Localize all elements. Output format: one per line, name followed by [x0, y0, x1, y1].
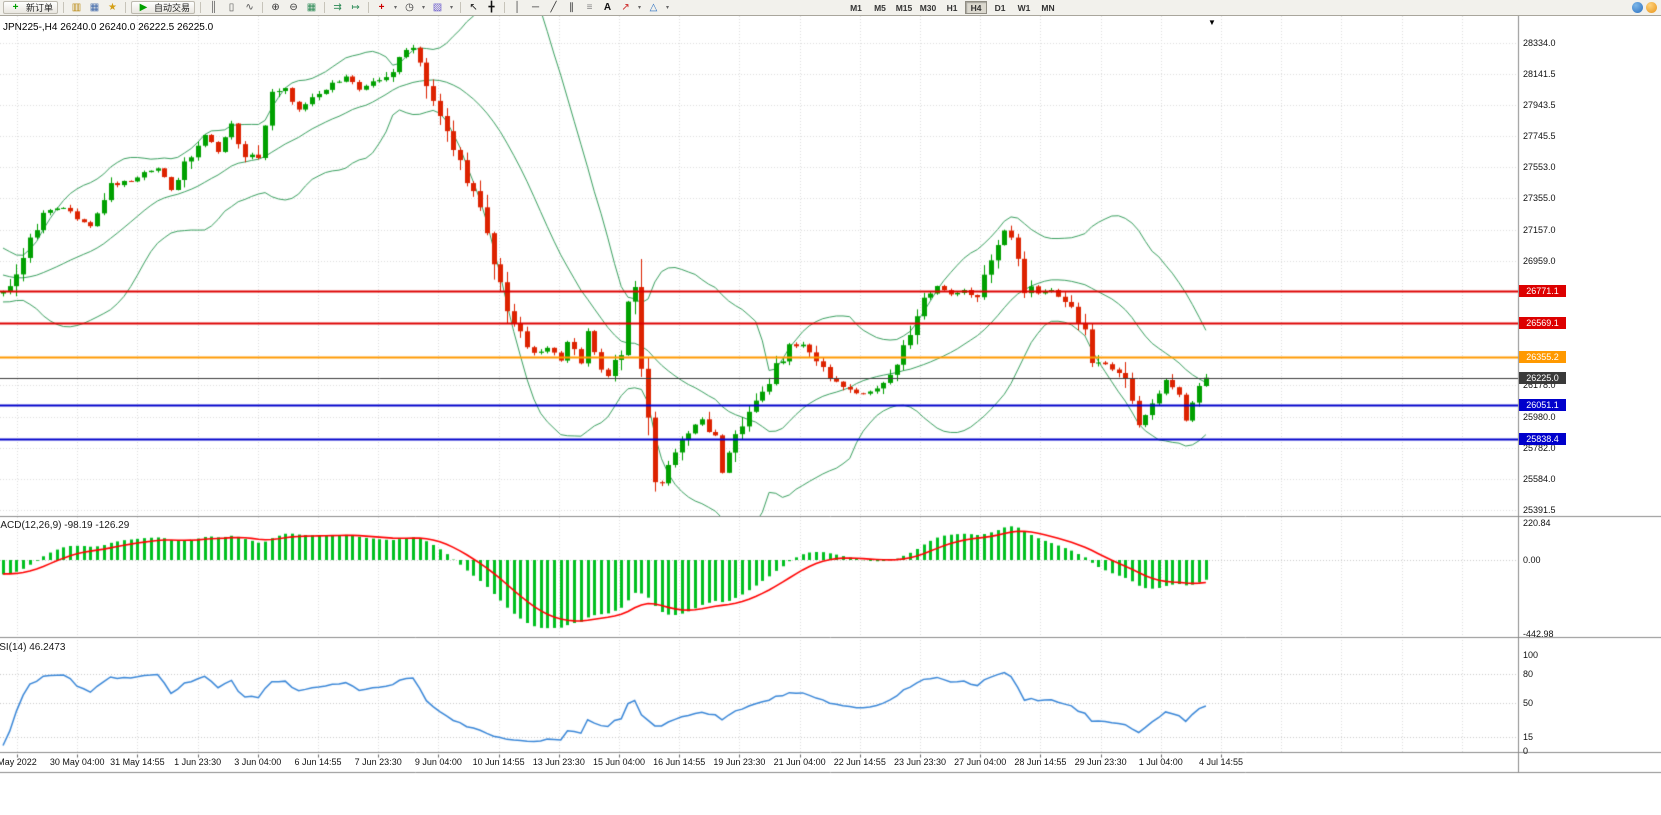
cursor-icon[interactable]: ↖: [469, 2, 478, 13]
shapes-icon[interactable]: △: [649, 2, 658, 13]
autotrading-play-icon: ▶: [139, 2, 148, 13]
indicators-caret-icon[interactable]: ▾: [394, 5, 398, 11]
arrows-icon[interactable]: ↗: [621, 2, 630, 13]
toolbar-separator: [460, 2, 462, 13]
arrows-caret-icon[interactable]: ▾: [638, 5, 642, 11]
new-order-label: 新订单: [26, 3, 54, 13]
zoom-out-icon[interactable]: ⊖: [289, 2, 298, 13]
timeframe-button-m15[interactable]: M15: [895, 3, 913, 13]
pane-separator[interactable]: [0, 636, 1661, 640]
toolbar-right-icons: [1632, 2, 1657, 13]
timeframe-button-d1[interactable]: D1: [994, 3, 1006, 13]
channel-icon[interactable]: ∥: [569, 2, 575, 13]
community-icon[interactable]: [1632, 2, 1643, 13]
periods-caret-icon[interactable]: ▾: [422, 5, 426, 11]
trendline-icon[interactable]: ╱: [550, 2, 557, 13]
timeframe-toolbar: M1 M5 M15 M30 H1 H4 D1 W1 MN: [845, 1, 1059, 14]
new-order-icon: +: [12, 2, 19, 13]
horizontal-line-icon[interactable]: ─: [531, 2, 540, 13]
toolbar: + 新订单 ▥ ▦ ★ ▶ 自动交易 ║ ▯ ∿ ⊕ ⊖ ▦ ⇉ ↦ + ▾ ◷…: [0, 0, 1661, 16]
market-watch-icon[interactable]: ▥: [71, 2, 82, 13]
templates-icon[interactable]: ▧: [432, 2, 443, 13]
bar-chart-icon[interactable]: ║: [209, 2, 218, 13]
toolbar-separator: [262, 2, 264, 13]
timeframe-button-h4[interactable]: H4: [965, 1, 987, 14]
toolbar-separator: [125, 2, 127, 13]
toolbar-separator: [324, 2, 326, 13]
templates-caret-icon[interactable]: ▾: [450, 5, 454, 11]
candlestick-chart-icon[interactable]: ▯: [228, 2, 235, 13]
crosshair-icon[interactable]: ╋: [488, 2, 495, 13]
data-window-icon[interactable]: ▦: [89, 2, 100, 13]
autotrading-button[interactable]: ▶ 自动交易: [131, 1, 196, 14]
timeframe-button-mn[interactable]: MN: [1041, 3, 1055, 13]
timeframe-button-m1[interactable]: M1: [850, 3, 862, 13]
toolbar-separator: [368, 2, 370, 13]
indicators-icon[interactable]: +: [378, 2, 385, 13]
pane-separator[interactable]: [0, 750, 1661, 754]
vertical-line-icon[interactable]: │: [514, 2, 521, 13]
shapes-caret-icon[interactable]: ▾: [666, 5, 670, 11]
line-chart-icon[interactable]: ∿: [245, 2, 254, 13]
chart-shift-icon[interactable]: ↦: [351, 2, 360, 13]
price-chart-canvas[interactable]: [0, 16, 1661, 815]
zoom-in-icon[interactable]: ⊕: [271, 2, 280, 13]
toolbar-separator: [504, 2, 506, 13]
tile-windows-icon[interactable]: ▦: [306, 2, 317, 13]
timeframe-button-h1[interactable]: H1: [946, 3, 958, 13]
timeframe-button-m30[interactable]: M30: [919, 3, 937, 13]
pane-separator[interactable]: [0, 515, 1661, 519]
periods-icon[interactable]: ◷: [405, 2, 414, 13]
toolbar-separator: [200, 2, 202, 13]
auto-scroll-icon[interactable]: ⇉: [333, 2, 342, 13]
alerts-icon[interactable]: ★: [108, 2, 117, 13]
timeframe-button-w1[interactable]: W1: [1017, 3, 1031, 13]
new-order-button[interactable]: + 新订单: [3, 1, 59, 14]
timeframe-button-m5[interactable]: M5: [874, 3, 886, 13]
text-tool-icon[interactable]: A: [603, 2, 612, 13]
fibonacci-icon[interactable]: ≡: [586, 2, 593, 13]
toolbar-separator: [63, 2, 65, 13]
chart-window: JPN225-,H4 26240.0 26240.0 26222.5 26225…: [0, 16, 1661, 815]
news-icon[interactable]: [1646, 2, 1657, 13]
autotrading-label: 自动交易: [154, 3, 191, 13]
